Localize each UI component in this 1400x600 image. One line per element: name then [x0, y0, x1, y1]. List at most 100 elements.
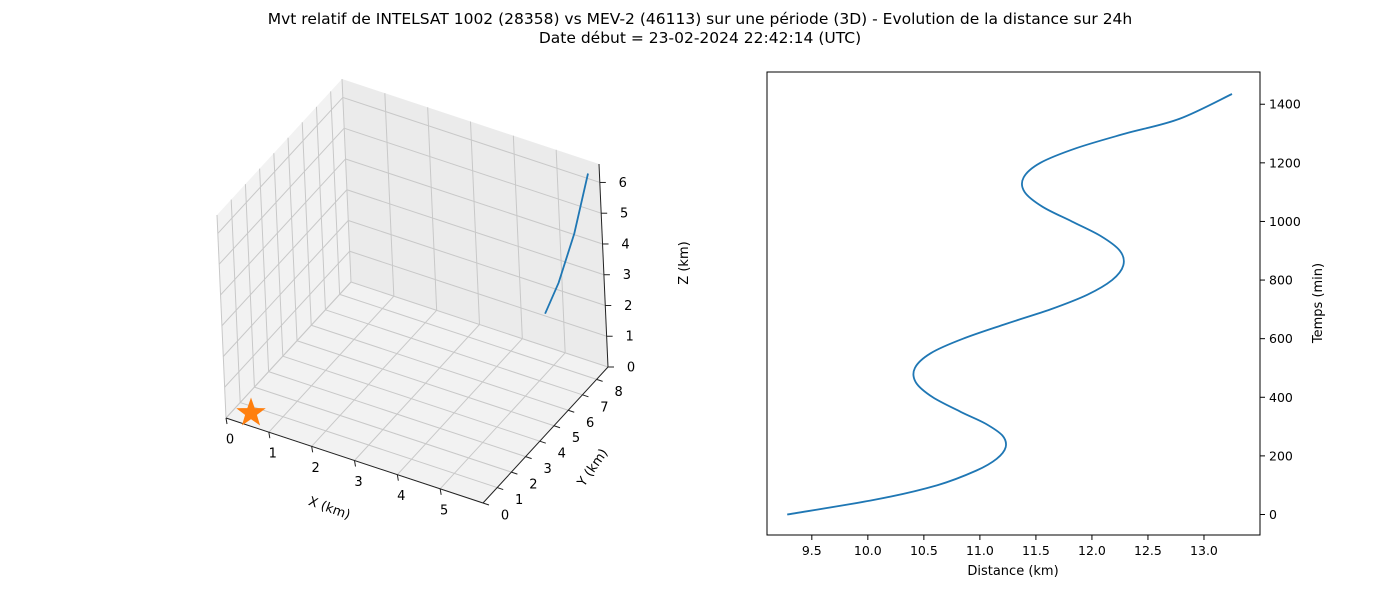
left-pane: [217, 79, 351, 418]
gridline-x: [512, 135, 523, 339]
y-tick: [511, 471, 518, 475]
gridline-y: [282, 355, 540, 442]
gridline-z: [224, 250, 351, 388]
z-tick-label: 1: [625, 330, 633, 345]
y-tick-label: 1400: [1269, 97, 1301, 112]
y-tick: [568, 409, 575, 413]
gridline-z: [220, 158, 346, 296]
z-tick-label: 0: [627, 361, 635, 376]
z-tick-label: 5: [620, 207, 628, 222]
gridline-y: [268, 371, 526, 458]
y-tick-label: 6: [586, 416, 594, 431]
gridline-y: [296, 340, 555, 427]
x-tick-label: 1: [269, 447, 277, 462]
gridline-y: [240, 402, 498, 489]
gridline-x: [396, 338, 523, 476]
gridline-z: [350, 281, 609, 368]
gridline-y: [230, 199, 241, 403]
y-tick: [525, 456, 532, 460]
x-tick-label: 10.0: [854, 543, 882, 558]
gridline-y: [244, 184, 255, 388]
y-tick-label: 8: [614, 385, 622, 400]
x-tick-label: 0: [226, 433, 234, 448]
gridline-z: [344, 127, 602, 214]
y-tick-label: 0: [1269, 507, 1277, 522]
y-tick-label: 0: [501, 509, 509, 524]
y-tick: [553, 425, 561, 429]
gridline-x: [384, 93, 395, 297]
gridline-x: [341, 78, 352, 283]
gridline-y: [216, 214, 227, 419]
y-tick-label: 1200: [1269, 155, 1301, 170]
x-tick: [439, 488, 442, 495]
gridline-y: [259, 168, 270, 372]
x-tick-label: 12.0: [1078, 543, 1106, 558]
gridline-z: [345, 158, 603, 245]
x-tick-label: 4: [397, 489, 405, 504]
x-tick-label: 5: [440, 503, 448, 518]
x-axis-label: X (km): [306, 494, 352, 523]
gridline-y: [254, 386, 512, 473]
origin-star-marker: [236, 397, 266, 426]
gridline-x: [555, 149, 566, 353]
y-tick-label: 400: [1269, 390, 1293, 405]
y-tick-label: 800: [1269, 273, 1293, 288]
y-tick-label: 1000: [1269, 214, 1301, 229]
y-tick-label: 5: [572, 431, 580, 446]
axes3d-grid: [216, 78, 609, 504]
z-tick-label: 6: [619, 176, 627, 191]
gridline-x: [470, 121, 480, 325]
gridline-y: [301, 122, 312, 326]
y-axis-label: Y (km): [574, 446, 611, 490]
gridline-y: [315, 106, 326, 310]
x-tick: [268, 432, 271, 439]
gridline-z: [346, 189, 605, 276]
x-tick-label: 3: [354, 475, 362, 490]
y-tick-label: 200: [1269, 448, 1293, 463]
x-tick: [354, 460, 356, 467]
z-axis-label: Z (km): [677, 241, 692, 284]
z-tick-label: 4: [621, 238, 629, 253]
x-tick: [396, 474, 399, 481]
gridline-x: [354, 324, 480, 461]
gridline-y: [339, 293, 597, 380]
time-axis-label: Temps (min): [1311, 263, 1326, 344]
y-tick: [482, 502, 490, 506]
y-tick-label: 600: [1269, 331, 1293, 346]
y-tick: [582, 394, 589, 398]
gridline-z: [222, 220, 349, 357]
gridline-x: [311, 309, 438, 447]
y-tick-label: 4: [558, 447, 566, 462]
y-tick: [497, 487, 504, 491]
y-tick-label: 1: [515, 493, 523, 508]
x-tick-label: 13.0: [1190, 543, 1218, 558]
y-tick-label: 2: [529, 478, 537, 493]
z-axis-line: [598, 163, 609, 368]
gridline-y: [273, 153, 284, 357]
y-tick: [596, 378, 603, 382]
figure-title-line1: Mvt relatif de INTELSAT 1002 (28358) vs …: [267, 10, 1133, 28]
gridline-z: [221, 189, 348, 327]
x-tick-label: 11.0: [966, 543, 994, 558]
plot-2d-ticks: 9.5 10.0 10.5 11.0 11.5 12.0 12.5 13.0 0 200 400 60…: [802, 97, 1301, 558]
y-tick-label: 3: [543, 462, 551, 477]
x-tick: [225, 417, 228, 425]
x-tick: [311, 446, 314, 453]
gridline-z: [342, 96, 600, 183]
axes3d-axis-lines: [225, 163, 614, 506]
distance-series-line: [787, 93, 1233, 516]
gridline-z: [217, 97, 344, 234]
y-axis-line: [482, 366, 609, 504]
gridline-y: [311, 324, 569, 411]
z-tick-label: 2: [624, 299, 632, 314]
gridline-x: [439, 352, 566, 490]
gridline-x: [427, 107, 438, 311]
gridline-x: [268, 295, 395, 433]
z-tick-label: 3: [623, 268, 631, 283]
gridline-y: [325, 309, 583, 396]
figure-title: Mvt relatif de INTELSAT 1002 (28358) vs …: [0, 10, 1400, 48]
x-tick-label: 12.5: [1134, 543, 1162, 558]
y-tick-label: 7: [600, 400, 608, 415]
x-tick-label: 2: [312, 461, 320, 476]
